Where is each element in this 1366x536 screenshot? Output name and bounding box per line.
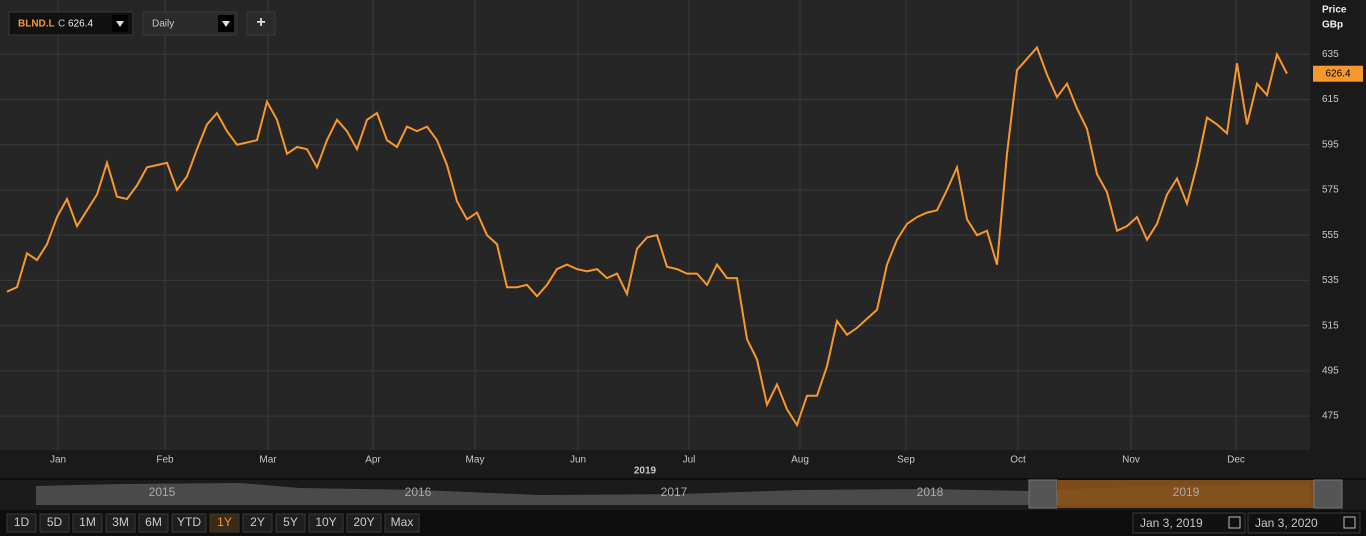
range-button[interactable] [39, 513, 70, 533]
range-button[interactable] [346, 513, 382, 533]
x-tick-label: Oct [1010, 455, 1026, 466]
navigator-year: 2019 [1173, 485, 1200, 499]
x-axis-panel [0, 450, 1366, 478]
navigator-year: 2017 [661, 485, 688, 499]
y-tick-label: 475 [1322, 411, 1339, 422]
x-tick-label: Sep [897, 455, 915, 466]
y-tick-label: 615 [1322, 94, 1339, 105]
y-tick-label: 555 [1322, 230, 1339, 241]
range-label: 5Y [283, 515, 298, 529]
x-tick-label: Feb [156, 455, 174, 466]
range-button[interactable] [138, 513, 169, 533]
range-button[interactable] [384, 513, 420, 533]
y-tick-label: 535 [1322, 275, 1339, 286]
range-label: 1M [79, 515, 96, 529]
range-label: 20Y [353, 515, 374, 529]
range-button[interactable] [105, 513, 136, 533]
start-date-box[interactable] [1132, 512, 1246, 534]
y-tick-label: 495 [1322, 365, 1339, 376]
navigator-year: 2018 [917, 485, 944, 499]
range-button[interactable] [242, 513, 273, 533]
start-date: Jan 3, 2019 [1140, 516, 1203, 530]
range-button[interactable] [72, 513, 103, 533]
range-label: 6M [145, 515, 162, 529]
last-price-label: 626.4 [1325, 68, 1350, 79]
interval: Daily [152, 19, 174, 30]
x-tick-label: Aug [791, 455, 809, 466]
navigator-year: 2015 [149, 485, 176, 499]
range-button[interactable] [308, 513, 344, 533]
price-line [6, 45, 1288, 428]
navigator-silhouette [36, 483, 1310, 505]
y-axis-unit: GBp [1322, 20, 1343, 31]
dropdown-arrow [116, 21, 124, 27]
range-button[interactable] [209, 513, 240, 533]
navigator-handle[interactable] [1028, 479, 1058, 509]
close-value: 626.4 [68, 19, 93, 30]
dropdown-arrow [222, 21, 230, 27]
navigator-handle[interactable] [1313, 479, 1343, 509]
y-tick-label: 515 [1322, 320, 1339, 331]
last-price-tag [1313, 65, 1363, 82]
range-label: 5D [47, 515, 63, 529]
y-tick-label: 595 [1322, 139, 1339, 150]
add-button[interactable] [246, 11, 276, 36]
symbol-box[interactable] [8, 11, 134, 36]
range-button[interactable] [171, 513, 207, 533]
y-axis-label: Price [1322, 5, 1347, 16]
range-label: 3M [112, 515, 129, 529]
close-label: C [58, 19, 65, 30]
x-tick-label: Jul [683, 455, 696, 466]
range-label: Max [391, 515, 414, 529]
x-tick-label: Jun [570, 455, 586, 466]
y-tick-label: 635 [1322, 49, 1339, 60]
range-label: YTD [177, 515, 201, 529]
x-tick-label: Nov [1122, 455, 1140, 466]
end-date: Jan 3, 2020 [1255, 516, 1318, 530]
range-label: 10Y [315, 515, 336, 529]
x-tick-label: May [466, 455, 485, 466]
add-icon: + [256, 14, 265, 31]
x-tick-label: Apr [365, 455, 381, 466]
range-button[interactable] [275, 513, 306, 533]
range-label: 1D [14, 515, 30, 529]
range-label: 1Y [217, 515, 232, 529]
navigator-year: 2016 [405, 485, 432, 499]
y-tick-label: 575 [1322, 185, 1339, 196]
x-tick-label: Jan [50, 455, 66, 466]
x-axis-label: 2019 [634, 466, 657, 477]
calendar-icon[interactable] [1228, 516, 1241, 529]
range-button[interactable] [6, 513, 37, 533]
plot-area [0, 0, 1310, 450]
x-tick-label: Dec [1227, 455, 1245, 466]
calendar-icon[interactable] [1343, 516, 1356, 529]
end-date-box[interactable] [1247, 512, 1361, 534]
symbol: BLND.L [18, 19, 55, 30]
navigator-selection[interactable] [1058, 480, 1314, 508]
x-tick-label: Mar [259, 455, 277, 466]
interval-box[interactable] [142, 11, 238, 36]
range-label: 2Y [250, 515, 265, 529]
